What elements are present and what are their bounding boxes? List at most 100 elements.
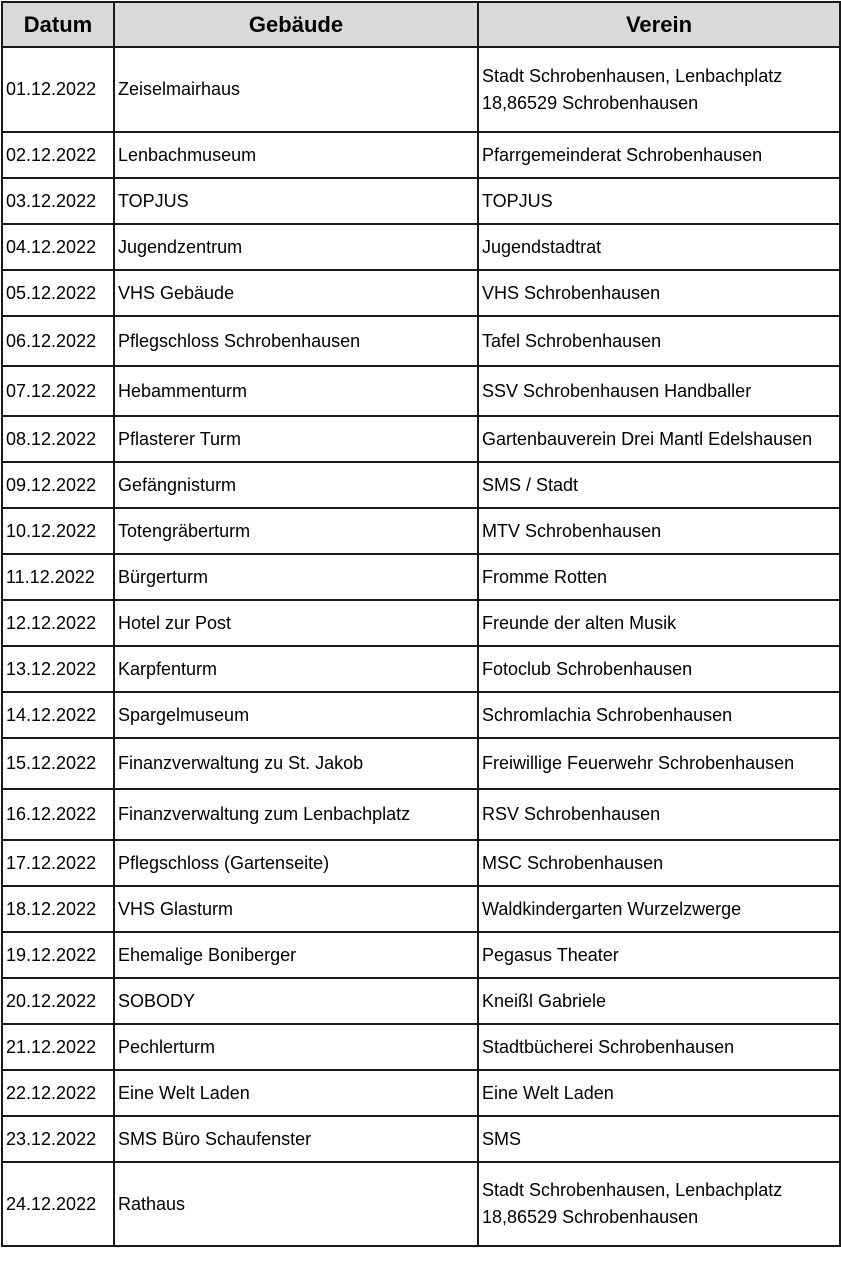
building-cell: Finanzverwaltung zu St. Jakob bbox=[113, 737, 479, 790]
club-cell: VHS Schrobenhausen bbox=[477, 269, 841, 317]
date-cell: 11.12.2022 bbox=[1, 553, 115, 601]
schedule-table: Datum Gebäude Verein 01.12.2022 Zeiselmai… bbox=[1, 1, 841, 1247]
building-cell: Pflegschloss (Gartenseite) bbox=[113, 839, 479, 887]
date-cell: 05.12.2022 bbox=[1, 269, 115, 317]
building-cell: VHS Glasturm bbox=[113, 885, 479, 933]
table-row: 07.12.2022 Hebammenturm SSV Schrobenhausen… bbox=[1, 365, 841, 417]
table-row: 02.12.2022 Lenbachmuseum Pfarrgemeinderat … bbox=[1, 131, 841, 179]
date-cell: 07.12.2022 bbox=[1, 365, 115, 417]
club-cell: RSV Schrobenhausen bbox=[477, 788, 841, 841]
table-row: 10.12.2022 Totengräberturm MTV Schrobenhau… bbox=[1, 507, 841, 555]
header-gebaeude: Gebäude bbox=[113, 1, 479, 48]
table-row: 06.12.2022 Pflegschloss Schrobenhausen Taf… bbox=[1, 315, 841, 367]
table-row: 04.12.2022 Jugendzentrum Jugendstadtrat bbox=[1, 223, 841, 271]
date-cell: 19.12.2022 bbox=[1, 931, 115, 979]
club-cell: Gartenbauverein Drei Mantl Edelshausen bbox=[477, 415, 841, 463]
date-cell: 06.12.2022 bbox=[1, 315, 115, 367]
building-cell: Finanzverwaltung zum Lenbachplatz bbox=[113, 788, 479, 841]
date-cell: 23.12.2022 bbox=[1, 1115, 115, 1163]
club-cell: SMS / Stadt bbox=[477, 461, 841, 509]
table-row: 03.12.2022 TOPJUS TOPJUS bbox=[1, 177, 841, 225]
date-cell: 08.12.2022 bbox=[1, 415, 115, 463]
table-row: 24.12.2022 Rathaus Stadt Schrobenhausen, L… bbox=[1, 1161, 841, 1247]
table-row: 16.12.2022 Finanzverwaltung zum Lenbachpl… bbox=[1, 788, 841, 841]
building-cell: SOBODY bbox=[113, 977, 479, 1025]
header-verein: Verein bbox=[477, 1, 841, 48]
date-cell: 10.12.2022 bbox=[1, 507, 115, 555]
table-row: 19.12.2022 Ehemalige Boniberger Pegasus Th… bbox=[1, 931, 841, 979]
club-cell: Pfarrgemeinderat Schrobenhausen bbox=[477, 131, 841, 179]
building-cell: Lenbachmuseum bbox=[113, 131, 479, 179]
club-cell: MTV Schrobenhausen bbox=[477, 507, 841, 555]
building-cell: Pflasterer Turm bbox=[113, 415, 479, 463]
date-cell: 12.12.2022 bbox=[1, 599, 115, 647]
table-row: 13.12.2022 Karpfenturm Fotoclub Schrobenha… bbox=[1, 645, 841, 693]
building-cell: Zeiselmairhaus bbox=[113, 46, 479, 133]
building-cell: TOPJUS bbox=[113, 177, 479, 225]
building-cell: Eine Welt Laden bbox=[113, 1069, 479, 1117]
club-cell: Freiwillige Feuerwehr Schrobenhausen bbox=[477, 737, 841, 790]
table-row: 22.12.2022 Eine Welt Laden Eine Welt Laden bbox=[1, 1069, 841, 1117]
table-row: 21.12.2022 Pechlerturm Stadtbücherei Schro… bbox=[1, 1023, 841, 1071]
club-cell: MSC Schrobenhausen bbox=[477, 839, 841, 887]
table-row: 18.12.2022 VHS Glasturm Waldkindergarten W… bbox=[1, 885, 841, 933]
club-cell: SMS bbox=[477, 1115, 841, 1163]
club-cell: Tafel Schrobenhausen bbox=[477, 315, 841, 367]
date-cell: 01.12.2022 bbox=[1, 46, 115, 133]
club-cell: Jugendstadtrat bbox=[477, 223, 841, 271]
date-cell: 16.12.2022 bbox=[1, 788, 115, 841]
club-cell: Waldkindergarten Wurzelzwerge bbox=[477, 885, 841, 933]
club-cell: Schromlachia Schrobenhausen bbox=[477, 691, 841, 739]
date-cell: 22.12.2022 bbox=[1, 1069, 115, 1117]
building-cell: Gefängnisturm bbox=[113, 461, 479, 509]
date-cell: 20.12.2022 bbox=[1, 977, 115, 1025]
building-cell: Pflegschloss Schrobenhausen bbox=[113, 315, 479, 367]
date-cell: 18.12.2022 bbox=[1, 885, 115, 933]
building-cell: Pechlerturm bbox=[113, 1023, 479, 1071]
date-cell: 09.12.2022 bbox=[1, 461, 115, 509]
table-row: 17.12.2022 Pflegschloss (Gartenseite) MSC … bbox=[1, 839, 841, 887]
table-row: 08.12.2022 Pflasterer Turm Gartenbauverein… bbox=[1, 415, 841, 463]
building-cell: Hebammenturm bbox=[113, 365, 479, 417]
header-row: Datum Gebäude Verein bbox=[1, 1, 841, 48]
building-cell: Ehemalige Boniberger bbox=[113, 931, 479, 979]
club-cell: Stadtbücherei Schrobenhausen bbox=[477, 1023, 841, 1071]
club-cell: Kneißl Gabriele bbox=[477, 977, 841, 1025]
header-datum: Datum bbox=[1, 1, 115, 48]
table-row: 09.12.2022 Gefängnisturm SMS / Stadt bbox=[1, 461, 841, 509]
building-cell: Rathaus bbox=[113, 1161, 479, 1247]
date-cell: 15.12.2022 bbox=[1, 737, 115, 790]
building-cell: Spargelmuseum bbox=[113, 691, 479, 739]
club-cell: SSV Schrobenhausen Handballer bbox=[477, 365, 841, 417]
building-cell: Bürgerturm bbox=[113, 553, 479, 601]
building-cell: Jugendzentrum bbox=[113, 223, 479, 271]
table-row: 01.12.2022 Zeiselmairhaus Stadt Schrobenha… bbox=[1, 46, 841, 133]
date-cell: 24.12.2022 bbox=[1, 1161, 115, 1247]
club-cell: Stadt Schrobenhausen, Lenbachplatz 18,86… bbox=[477, 46, 841, 133]
date-cell: 17.12.2022 bbox=[1, 839, 115, 887]
building-cell: VHS Gebäude bbox=[113, 269, 479, 317]
building-cell: SMS Büro Schaufenster bbox=[113, 1115, 479, 1163]
table-row: 05.12.2022 VHS Gebäude VHS Schrobenhausen bbox=[1, 269, 841, 317]
club-cell: Pegasus Theater bbox=[477, 931, 841, 979]
date-cell: 02.12.2022 bbox=[1, 131, 115, 179]
date-cell: 14.12.2022 bbox=[1, 691, 115, 739]
date-cell: 03.12.2022 bbox=[1, 177, 115, 225]
table-row: 15.12.2022 Finanzverwaltung zu St. Jakob F… bbox=[1, 737, 841, 790]
date-cell: 04.12.2022 bbox=[1, 223, 115, 271]
building-cell: Hotel zur Post bbox=[113, 599, 479, 647]
club-cell: Freunde der alten Musik bbox=[477, 599, 841, 647]
club-cell: Eine Welt Laden bbox=[477, 1069, 841, 1117]
club-cell: Fotoclub Schrobenhausen bbox=[477, 645, 841, 693]
club-cell: Fromme Rotten bbox=[477, 553, 841, 601]
table-row: 23.12.2022 SMS Büro Schaufenster SMS bbox=[1, 1115, 841, 1163]
club-cell: Stadt Schrobenhausen, Lenbachplatz 18,86… bbox=[477, 1161, 841, 1247]
club-cell: TOPJUS bbox=[477, 177, 841, 225]
table-row: 14.12.2022 Spargelmuseum Schromlachia Schr… bbox=[1, 691, 841, 739]
table-row: 12.12.2022 Hotel zur Post Freunde der alte… bbox=[1, 599, 841, 647]
building-cell: Karpfenturm bbox=[113, 645, 479, 693]
date-cell: 21.12.2022 bbox=[1, 1023, 115, 1071]
table-row: 11.12.2022 Bürgerturm Fromme Rotten bbox=[1, 553, 841, 601]
date-cell: 13.12.2022 bbox=[1, 645, 115, 693]
building-cell: Totengräberturm bbox=[113, 507, 479, 555]
